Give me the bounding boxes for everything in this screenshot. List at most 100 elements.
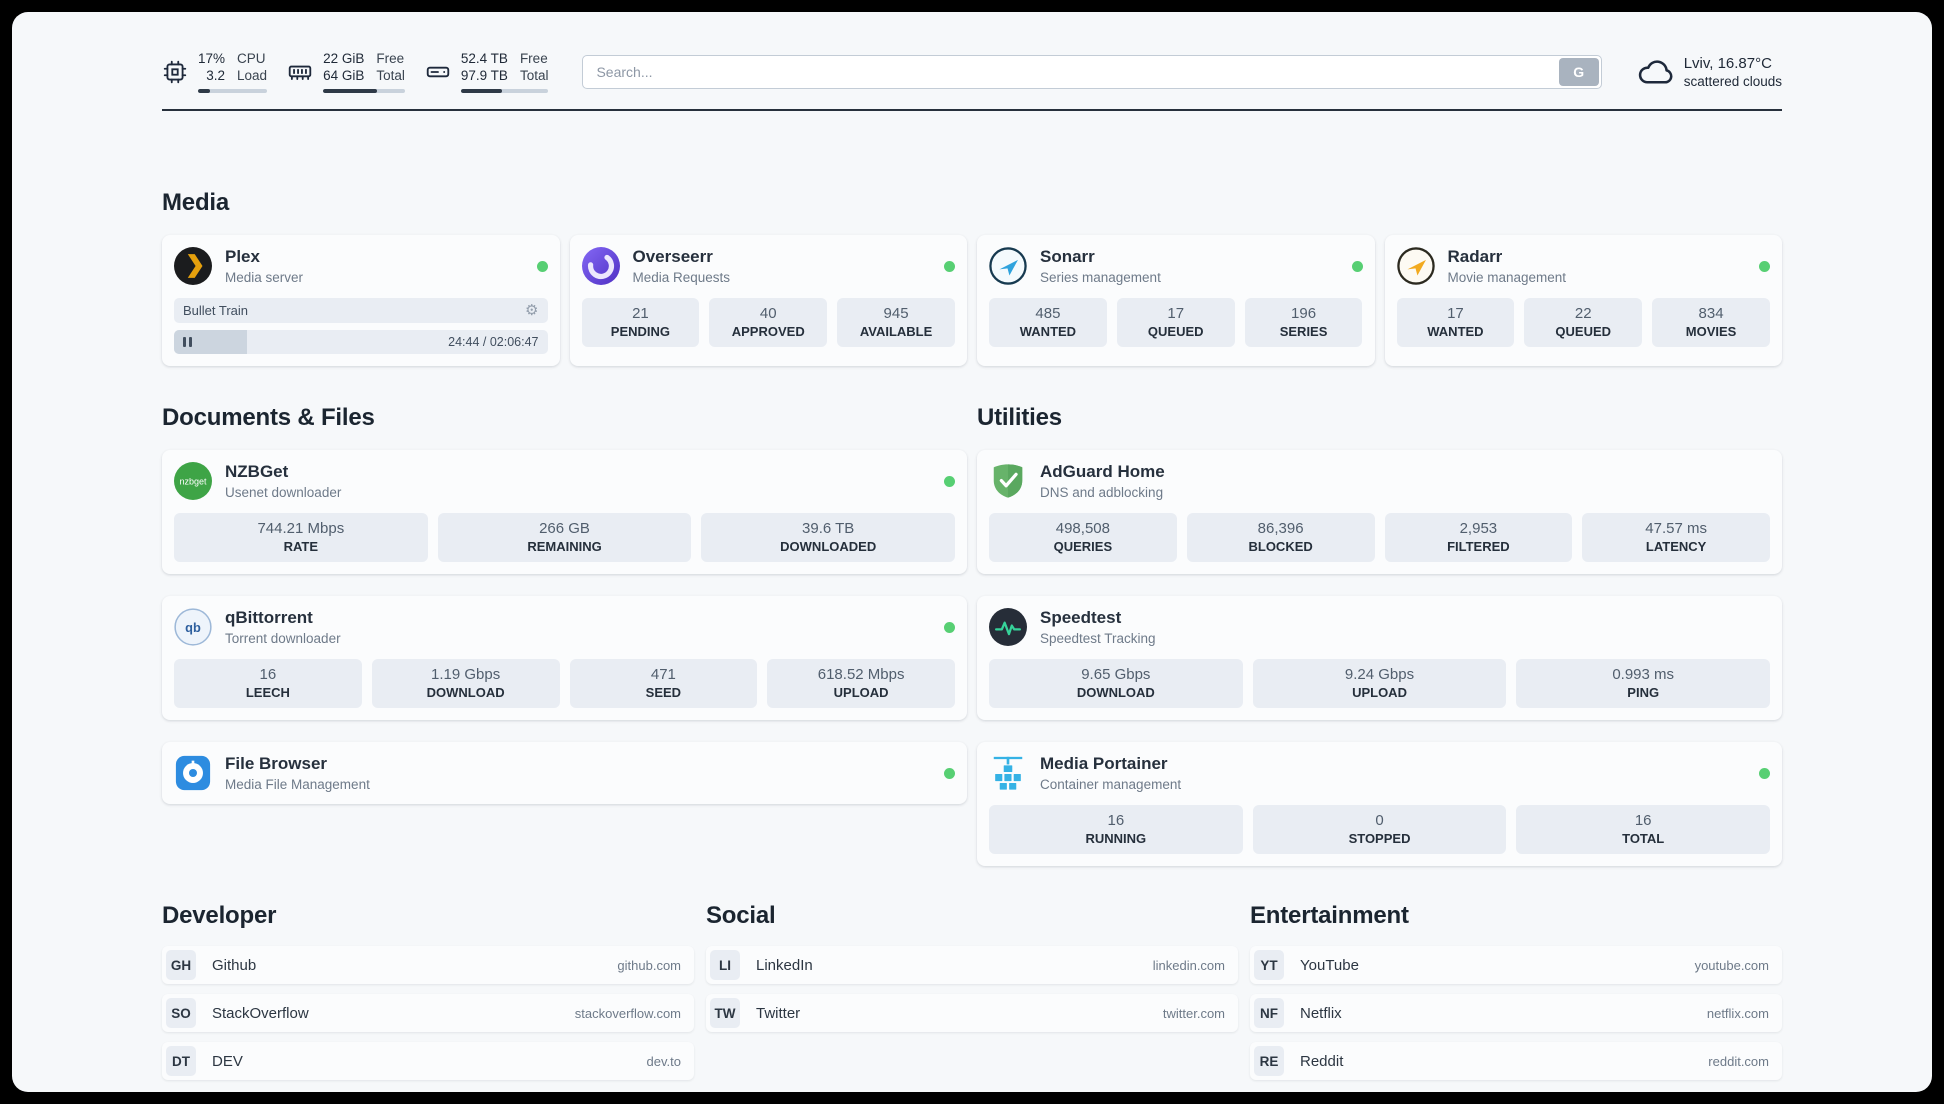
- bookmark-stackoverflow[interactable]: SO StackOverflow stackoverflow.com: [162, 994, 694, 1032]
- stat-label: PENDING: [610, 324, 671, 339]
- plex-playback-progress[interactable]: 24:44 / 02:06:47: [174, 330, 548, 354]
- bookmark-url: github.com: [617, 957, 681, 973]
- disk-progress-bar: [460, 89, 549, 93]
- disk-metric-body: 52.4 TB 97.9 TB Free Total: [460, 50, 549, 93]
- filebrowser-header: File Browser Media File Management: [174, 754, 955, 792]
- stat-value: 39.6 TB: [802, 520, 855, 537]
- stat-label: QUEUED: [1555, 324, 1612, 339]
- status-dot: [1759, 260, 1770, 272]
- app-title: Plex: [225, 247, 260, 267]
- disk-values: 52.4 TB 97.9 TB: [461, 50, 508, 84]
- app-card-radarr[interactable]: Radarr Movie management 17 WANTED 22 QUE…: [1384, 235, 1782, 366]
- bookmark-youtube[interactable]: YT YouTube youtube.com: [1250, 946, 1782, 984]
- pause-icon[interactable]: [183, 337, 192, 347]
- ram-metric-body: 22 GiB 64 GiB Free Total: [323, 50, 405, 93]
- app-title: Speedtest: [1040, 608, 1122, 628]
- header-divider: [162, 109, 1782, 111]
- app-subtitle: Container management: [1040, 776, 1182, 792]
- app-title: qBittorrent: [225, 608, 313, 628]
- portainer-header: Media Portainer Container management: [989, 754, 1770, 792]
- disk-metric: 52.4 TB 97.9 TB Free Total: [425, 50, 549, 93]
- ram-progress-bar: [323, 89, 405, 93]
- media-section-title: Media: [162, 189, 230, 216]
- stat-label: REMAINING: [527, 539, 602, 554]
- app-card-portainer[interactable]: Media Portainer Container management 16 …: [977, 742, 1782, 866]
- app-subtitle: Torrent downloader: [225, 630, 341, 646]
- bookmark-url: youtube.com: [1694, 957, 1769, 973]
- stat-download: 9.65 Gbps DOWNLOAD: [989, 659, 1243, 708]
- bookmark-github[interactable]: GH Github github.com: [162, 946, 694, 984]
- overseerr-stats: 21 PENDING 40 APPROVED 945 AVAILABLE: [581, 298, 956, 347]
- stat-value: 485: [1035, 305, 1061, 322]
- app-subtitle: Movie management: [1447, 269, 1567, 285]
- weather-widget[interactable]: Lviv, 16.87°C scattered clouds: [1636, 53, 1782, 91]
- stat-label: FILTERED: [1447, 539, 1510, 554]
- bookmark-linkedin[interactable]: LI LinkedIn linkedin.com: [706, 946, 1238, 984]
- app-subtitle: Usenet downloader: [225, 484, 342, 500]
- stat-label: TOTAL: [1622, 831, 1665, 846]
- app-card-speedtest[interactable]: Speedtest Speedtest Tracking 9.65 Gbps D…: [977, 596, 1782, 720]
- stat-label: BLOCKED: [1248, 539, 1313, 554]
- plex-icon: [174, 247, 212, 285]
- app-card-overseerr[interactable]: Overseerr Media Requests 21 PENDING 40 A…: [569, 235, 967, 366]
- app-subtitle: Series management: [1040, 269, 1161, 285]
- qbittorrent-header: qb qBittorrent Torrent downloader: [174, 608, 955, 646]
- stat-value: 21: [632, 305, 649, 322]
- stat-label: RUNNING: [1085, 831, 1147, 846]
- bookmark-twitter[interactable]: TW Twitter twitter.com: [706, 994, 1238, 1032]
- sonarr-icon: [989, 247, 1027, 285]
- adguard-icon: [989, 462, 1027, 500]
- ram-total-label: Total: [376, 68, 405, 83]
- portainer-titles: Media Portainer Container management: [1040, 754, 1746, 792]
- bookmark-dev[interactable]: DT DEV dev.to: [162, 1042, 694, 1080]
- bookmark-reddit[interactable]: RE Reddit reddit.com: [1250, 1042, 1782, 1080]
- bookmark-name: Github: [212, 956, 257, 974]
- ram-free-label: Free: [376, 51, 405, 66]
- app-subtitle: Media Requests: [632, 269, 731, 285]
- stat-value: 618.52 Mbps: [817, 666, 905, 683]
- status-dot: [536, 260, 548, 272]
- nzbget-stats: 744.21 Mbps RATE 266 GB REMAINING 39.6 T…: [174, 513, 956, 562]
- cpu-usage-value: 17%: [198, 51, 226, 66]
- adguard-stats: 498,508 QUERIES 86,396 BLOCKED 2,953 FIL…: [989, 513, 1770, 562]
- app-card-qbittorrent[interactable]: qb qBittorrent Torrent downloader 16: [162, 596, 967, 720]
- portainer-icon: [989, 754, 1027, 792]
- app-card-adguard[interactable]: AdGuard Home DNS and adblocking 498,508 …: [977, 450, 1782, 574]
- nzbget-icon: nzbget: [174, 462, 212, 500]
- stat-value: 266 GB: [539, 520, 590, 537]
- stat-blocked: 86,396 BLOCKED: [1186, 513, 1375, 562]
- disk-total-value: 97.9 TB: [460, 68, 508, 83]
- bookmark-name: DEV: [212, 1052, 243, 1070]
- bookmark-url: stackoverflow.com: [574, 1005, 681, 1021]
- entertainment-bookmarks: YT YouTube youtube.com NF Netflix netfli…: [1250, 946, 1782, 1080]
- stat-running: 16 RUNNING: [989, 805, 1243, 854]
- nzbget-titles: NZBGet Usenet downloader: [225, 462, 931, 500]
- entertainment-section-title: Entertainment: [1250, 902, 1409, 929]
- gear-icon[interactable]: ⚙: [525, 302, 539, 319]
- playback-progress-fill: [174, 330, 247, 354]
- stat-remaining: 266 GB REMAINING: [437, 513, 692, 562]
- bookmark-netflix[interactable]: NF Netflix netflix.com: [1250, 994, 1782, 1032]
- ram-total-value: 64 GiB: [323, 68, 365, 83]
- bookmark-name: YouTube: [1300, 956, 1359, 974]
- app-card-sonarr[interactable]: Sonarr Series management 485 WANTED 17 Q…: [977, 235, 1375, 366]
- sonarr-header: Sonarr Series management: [989, 247, 1363, 285]
- bookmarks-sections: Developer GH Github github.com SO StackO…: [162, 902, 1782, 1080]
- search-engine-button[interactable]: G: [1558, 57, 1599, 86]
- bookmark-name: Reddit: [1300, 1052, 1344, 1070]
- ram-values: 22 GiB 64 GiB: [323, 50, 364, 84]
- search-input[interactable]: [582, 54, 1602, 89]
- stat-value: 471: [650, 666, 676, 683]
- stat-label: WANTED: [1427, 324, 1484, 339]
- section-documents: Documents & Files nzbget NZBGet Usenet d…: [162, 404, 967, 866]
- stat-label: SERIES: [1279, 324, 1328, 339]
- app-title: Overseerr: [632, 247, 713, 267]
- stat-value: 22: [1574, 305, 1592, 322]
- app-card-plex[interactable]: Plex Media server Bullet Train ⚙ 24:44 /…: [162, 235, 560, 366]
- app-card-nzbget[interactable]: nzbget NZBGet Usenet downloader 744.21 M…: [162, 450, 967, 574]
- app-card-filebrowser[interactable]: File Browser Media File Management: [162, 742, 967, 804]
- stat-queued: 17 QUEUED: [1116, 298, 1235, 347]
- stat-movies: 834 MOVIES: [1652, 298, 1770, 347]
- weather-text: Lviv, 16.87°C scattered clouds: [1684, 55, 1782, 89]
- section-developer: Developer GH Github github.com SO StackO…: [162, 902, 694, 1080]
